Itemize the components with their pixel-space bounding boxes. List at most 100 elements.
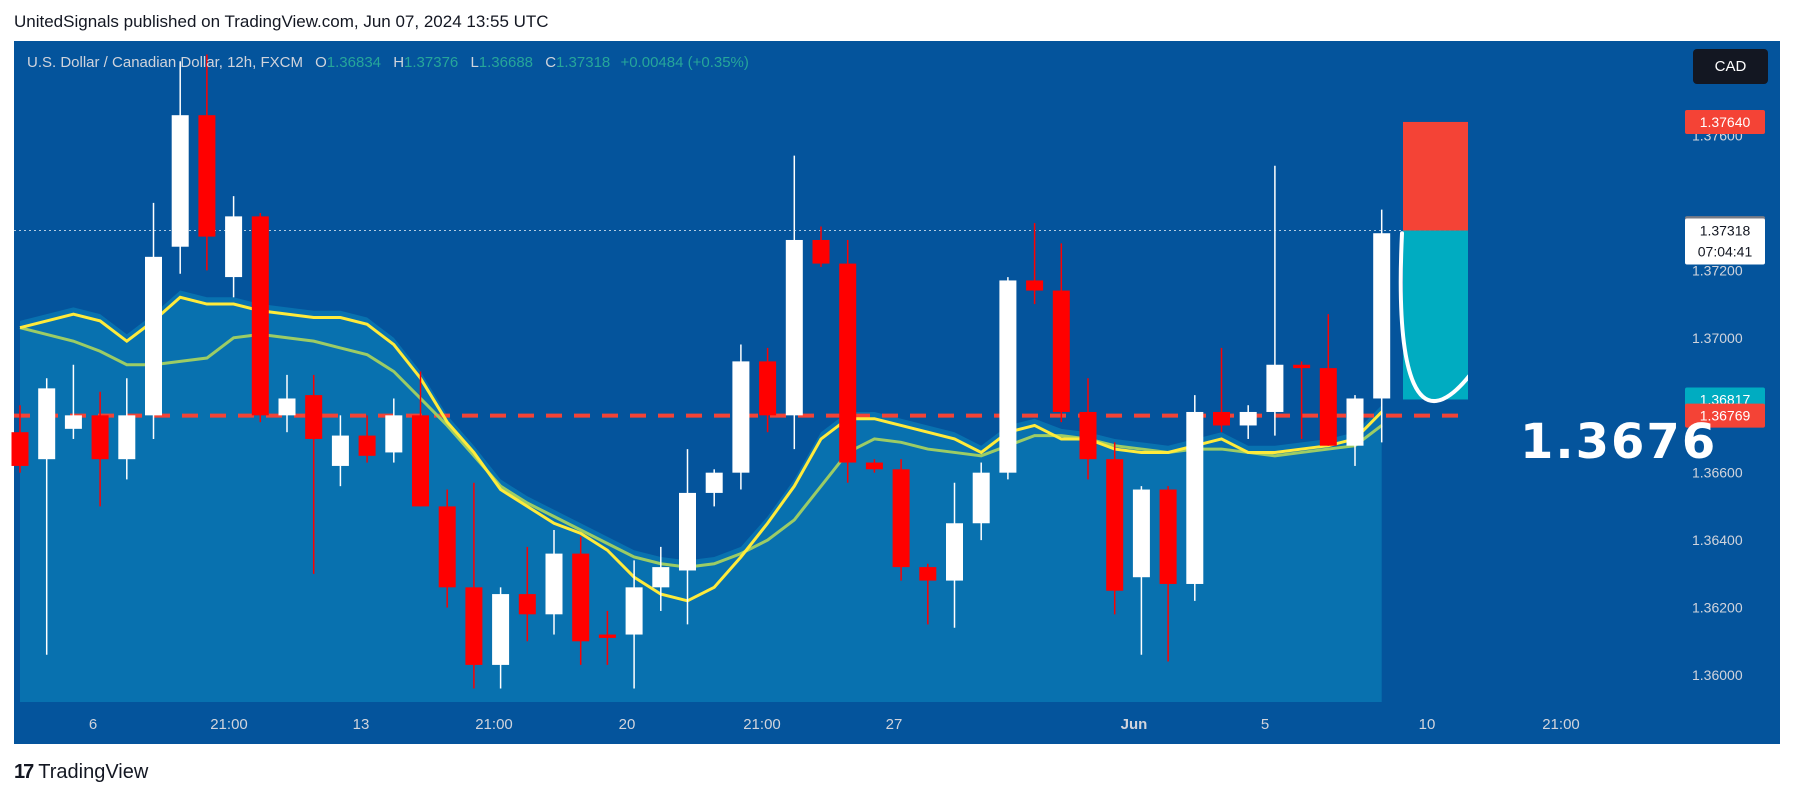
candle-body[interactable] (465, 587, 483, 665)
change-value: +0.00484 (+0.35%) (620, 54, 749, 71)
candle-body[interactable] (759, 361, 777, 416)
candle-body[interactable] (278, 398, 296, 416)
candle-body[interactable] (839, 263, 857, 463)
candle-body[interactable] (1159, 489, 1177, 584)
y-tick-label: 1.36400 (1692, 532, 1743, 548)
y-tick-label: 1.36600 (1692, 465, 1743, 481)
currency-button[interactable]: CAD (1693, 49, 1768, 84)
candle-body[interactable] (1079, 411, 1097, 460)
candle-body[interactable] (812, 239, 830, 264)
candle-body[interactable] (1186, 411, 1204, 584)
low-key: L (470, 54, 479, 71)
target-annotation: 1.3676 (1520, 414, 1718, 470)
ema-slow-line (19, 326, 1383, 569)
candle-body[interactable] (652, 567, 670, 588)
time-axis[interactable] (14, 702, 1780, 744)
candle-body[interactable] (1052, 290, 1070, 412)
candle-body[interactable] (1239, 411, 1257, 426)
candle-body[interactable] (518, 594, 536, 615)
candle-body[interactable] (598, 634, 616, 638)
candle-body[interactable] (1026, 280, 1044, 291)
price-label-text: 1.36769 (1700, 408, 1751, 424)
close-key: C (545, 54, 557, 71)
y-tick-label: 1.37200 (1692, 262, 1743, 278)
price-label-text: 1.37318 (1700, 223, 1751, 239)
x-tick-label: 21:00 (743, 716, 781, 733)
x-tick-label: 13 (353, 716, 370, 733)
candle-body[interactable] (1213, 411, 1230, 426)
candle-body[interactable] (1293, 364, 1311, 369)
candle-body[interactable] (225, 216, 243, 278)
candle-body[interactable] (1266, 364, 1284, 412)
candle-body[interactable] (1346, 398, 1364, 446)
candle-body[interactable] (198, 115, 216, 237)
x-tick-label: 21:00 (475, 716, 513, 733)
price-label-tag (1685, 403, 1765, 428)
y-tick-label: 1.36200 (1692, 600, 1743, 616)
candle-body[interactable] (892, 469, 910, 568)
candle-body[interactable] (732, 361, 750, 473)
ohlc-legend: U.S. Dollar / Canadian Dollar, 12h, FXCM… (27, 54, 749, 71)
footer-brand: 17 TradingView (14, 761, 148, 784)
candle-body[interactable] (679, 492, 696, 571)
countdown-text: 07:04:41 (1698, 244, 1753, 260)
x-tick-label: 27 (886, 716, 903, 733)
price-label-text: 1.36817 (1700, 391, 1751, 407)
price-label-tag (1685, 218, 1765, 265)
x-tick-label: 21:00 (1542, 716, 1580, 733)
candle-body[interactable] (91, 415, 109, 460)
brand-name: TradingView (38, 761, 149, 783)
symbol-name: U.S. Dollar / Canadian Dollar, 12h, FXCM (27, 54, 303, 71)
high-key: H (393, 54, 405, 71)
candle-body[interactable] (972, 472, 990, 524)
y-tick-label: 1.36000 (1692, 667, 1743, 683)
candle-body[interactable] (865, 462, 883, 470)
candle-body[interactable] (118, 415, 136, 460)
candle-body[interactable] (946, 523, 963, 581)
candle-body[interactable] (999, 280, 1017, 473)
candle-body[interactable] (545, 553, 563, 615)
x-tick-label: 6 (89, 716, 97, 733)
candle-body[interactable] (1319, 368, 1337, 446)
ema-fast-line (19, 295, 1383, 603)
price-label-text: 1.37640 (1700, 114, 1751, 130)
candle-body[interactable] (305, 395, 323, 439)
candle-body[interactable] (38, 388, 56, 460)
low-value: 1.36688 (478, 54, 534, 71)
candle-body[interactable] (1106, 459, 1124, 591)
candle-body[interactable] (171, 115, 189, 247)
candle-body[interactable] (358, 435, 376, 456)
candle-body[interactable] (1132, 489, 1150, 578)
high-value: 1.37376 (404, 54, 459, 71)
price-label-tag (1685, 109, 1765, 134)
candle-body[interactable] (438, 506, 456, 588)
price-axis[interactable] (1468, 41, 1780, 702)
y-tick-label: 1.37000 (1692, 330, 1743, 346)
x-tick-label: 10 (1419, 716, 1436, 733)
volume-area (20, 290, 1382, 702)
x-tick-label: Jun (1121, 716, 1148, 733)
candle-body[interactable] (385, 415, 403, 453)
x-tick-label: 21:00 (210, 716, 248, 733)
candle-body[interactable] (64, 415, 82, 429)
publisher-line: UnitedSignals published on TradingView.c… (14, 12, 549, 31)
candle-body[interactable] (705, 472, 723, 493)
candle-body[interactable] (625, 587, 643, 635)
candle-body[interactable] (412, 415, 429, 507)
candle-body[interactable] (1373, 233, 1391, 399)
open-key: O (315, 54, 327, 71)
candle-body[interactable] (145, 256, 162, 416)
close-value: 1.37318 (556, 54, 611, 71)
candle-body[interactable] (785, 239, 803, 416)
candle-body[interactable] (492, 594, 510, 665)
x-tick-label: 5 (1261, 716, 1269, 733)
candle-body[interactable] (11, 432, 29, 466)
candle-body[interactable] (572, 553, 590, 642)
tradingview-logo-icon: 17 (14, 761, 34, 783)
x-tick-label: 20 (619, 716, 636, 733)
candle-body[interactable] (331, 435, 349, 466)
open-value: 1.36834 (326, 54, 382, 71)
candle-body[interactable] (251, 216, 269, 416)
candle-body[interactable] (919, 567, 937, 581)
